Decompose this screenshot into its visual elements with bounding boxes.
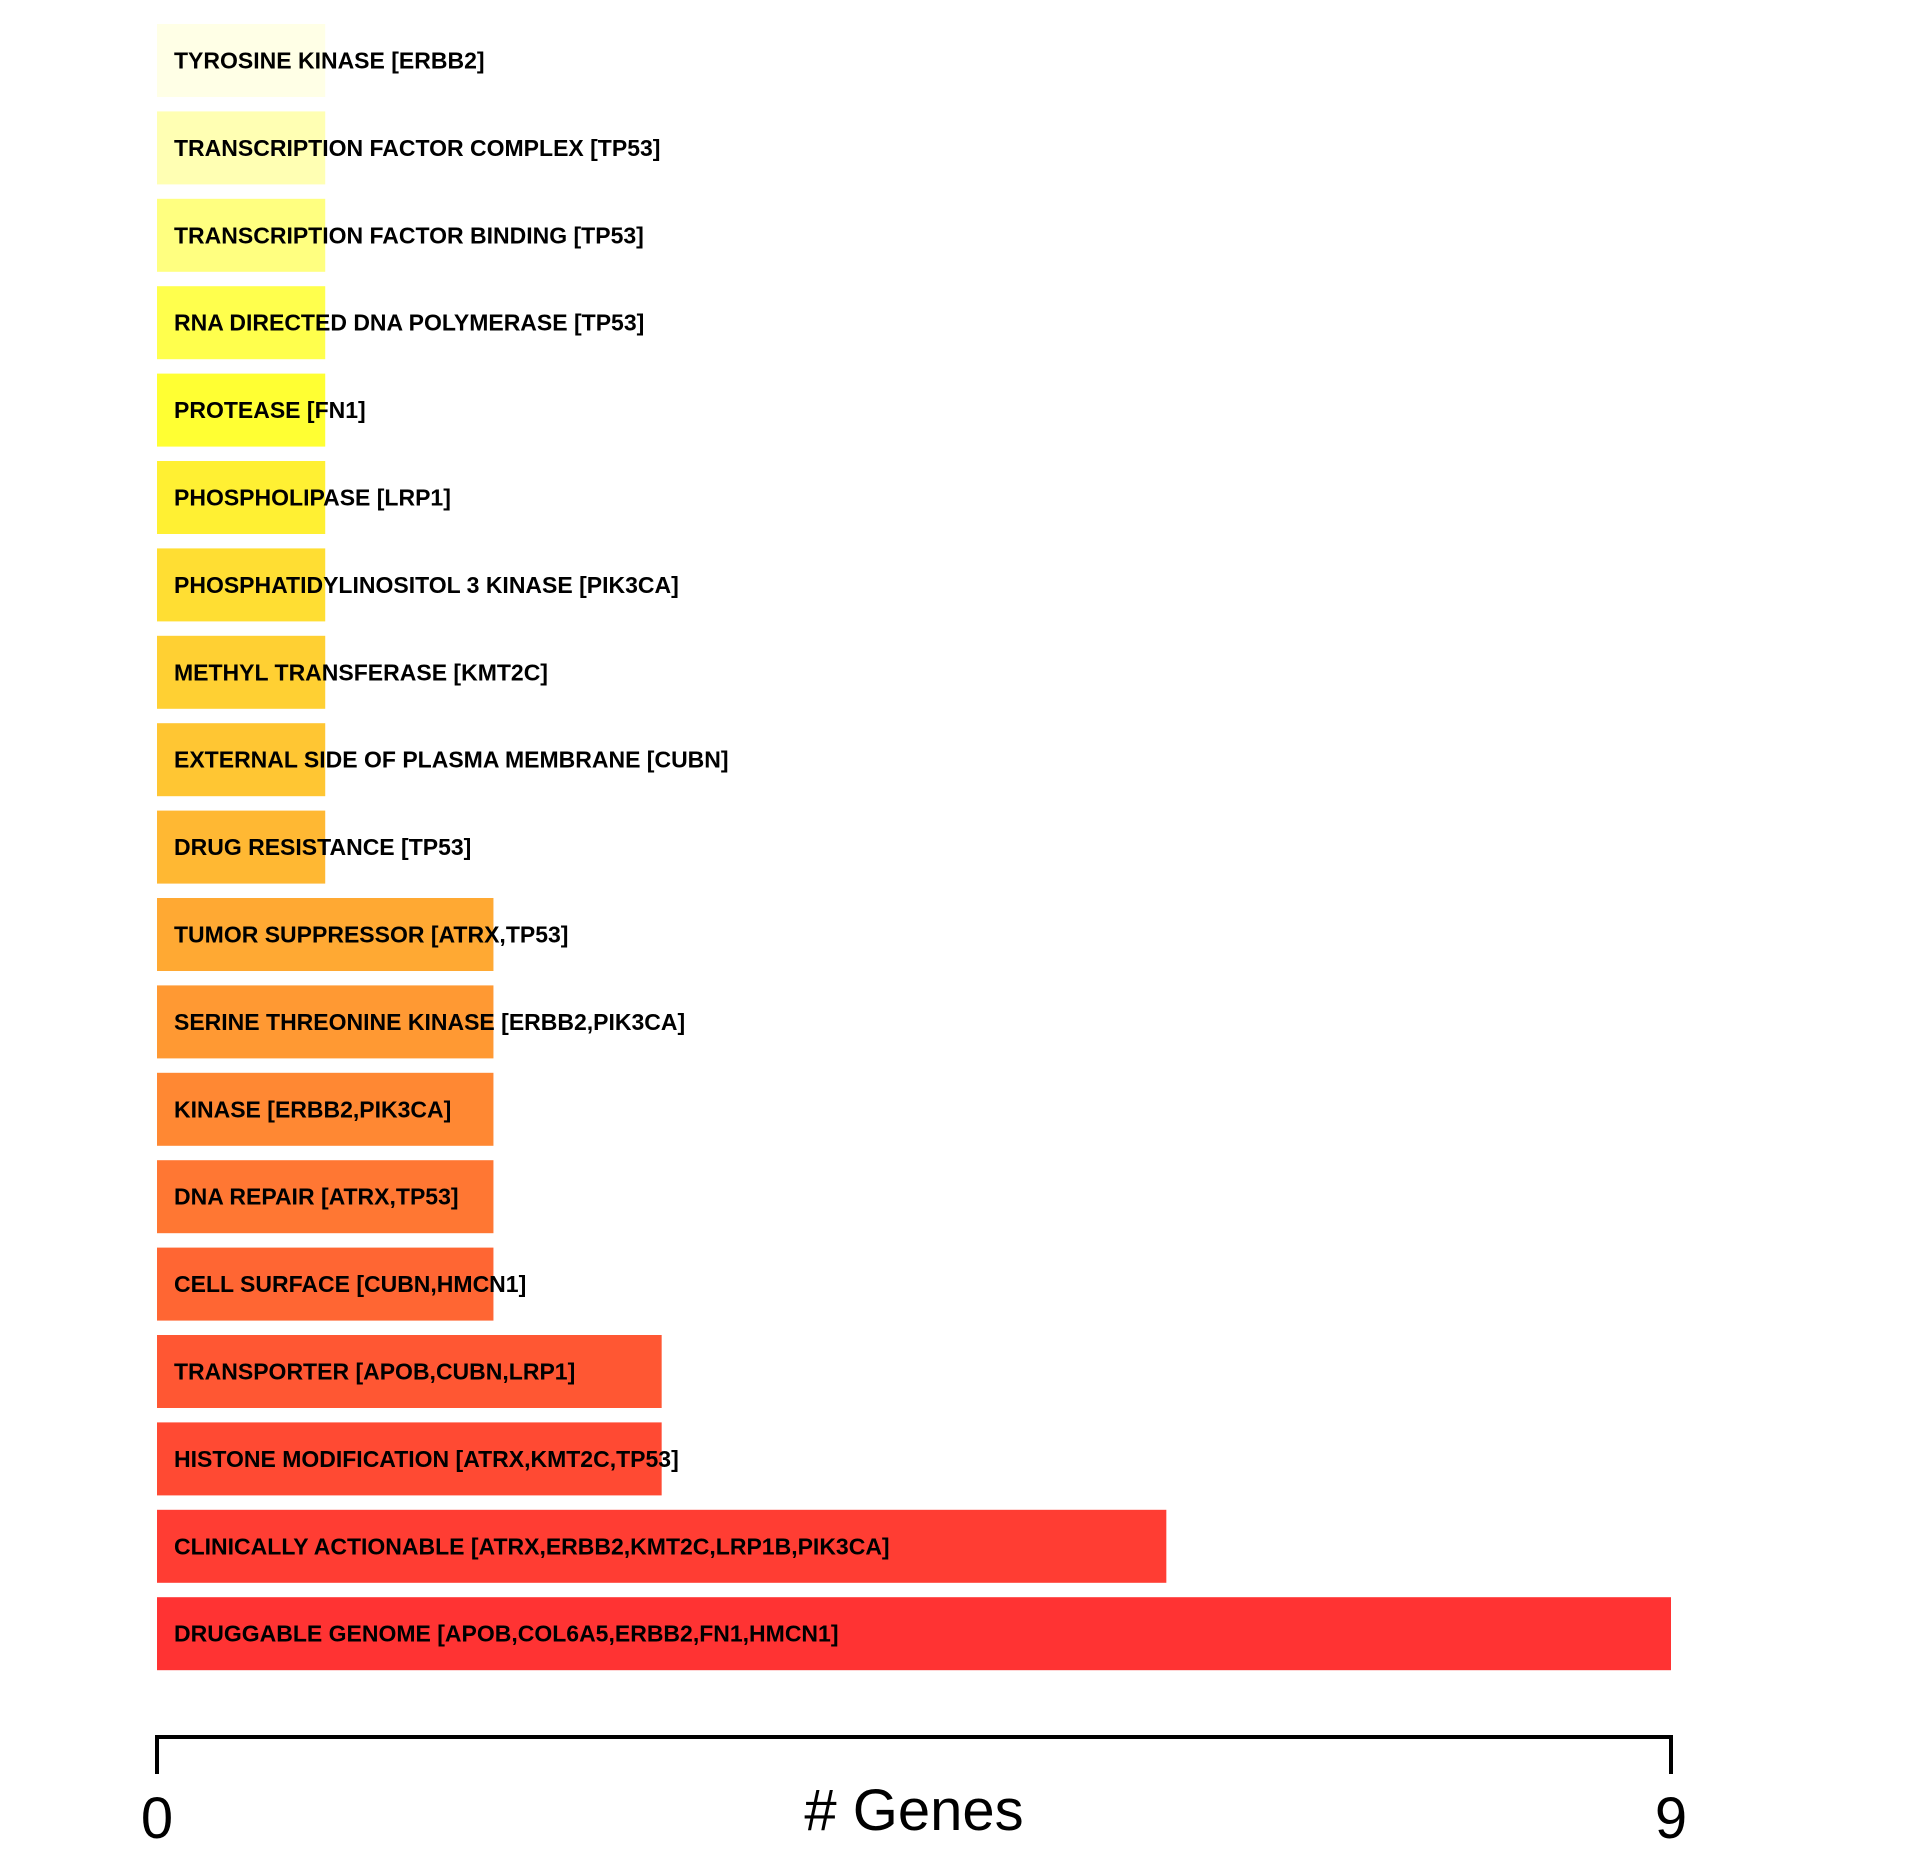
bar-label: EXTERNAL SIDE OF PLASMA MEMBRANE [CUBN] (174, 747, 729, 773)
bar-label: SERINE THREONINE KINASE [ERBB2,PIK3CA] (174, 1009, 685, 1035)
bar-label: RNA DIRECTED DNA POLYMERASE [TP53] (174, 310, 644, 336)
bar-label: TYROSINE KINASE [ERBB2] (174, 48, 485, 74)
bar-label: TRANSPORTER [APOB,CUBN,LRP1] (174, 1359, 575, 1385)
bar-label: DRUGGABLE GENOME [APOB,COL6A5,ERBB2,FN1,… (174, 1621, 839, 1647)
bar (157, 548, 326, 622)
bar-labels-layer: TYROSINE KINASE [ERBB2] TRANSCRIPTION FAC… (174, 48, 890, 1647)
bar-label: DRUG RESISTANCE [TP53] (174, 834, 471, 860)
bar-label: HISTONE MODIFICATION [ATRX,KMT2C,TP53] (174, 1446, 679, 1472)
bar (157, 1247, 494, 1321)
bar-label: PHOSPHOLIPASE [LRP1] (174, 485, 451, 511)
bar (157, 111, 326, 185)
bar-label: METHYL TRANSFERASE [KMT2C] (174, 659, 548, 685)
bar (157, 286, 326, 360)
bar-label: CELL SURFACE [CUBN,HMCN1] (174, 1271, 526, 1297)
bar (157, 1509, 1167, 1583)
bar (157, 635, 326, 709)
x-axis-bracket (155, 1735, 1673, 1774)
bar (157, 1072, 494, 1146)
bar (157, 985, 494, 1059)
bar-label: TRANSCRIPTION FACTOR COMPLEX [TP53] (174, 135, 660, 161)
bar (157, 1597, 1671, 1671)
bar-label: PROTEASE [FN1] (174, 397, 366, 423)
x-tick-label: 9 (1655, 1786, 1687, 1850)
bar (157, 898, 494, 971)
bars-layer (157, 24, 1671, 1671)
bar (157, 1160, 494, 1234)
bar-label: CLINICALLY ACTIONABLE [ATRX,ERBB2,KMT2C,… (174, 1533, 890, 1559)
bar (157, 461, 326, 534)
bar (157, 198, 326, 272)
bar (157, 810, 326, 884)
bar (157, 24, 326, 97)
bar (157, 1335, 662, 1408)
bar (157, 1422, 662, 1496)
x-axis-title: # Genes (804, 1778, 1023, 1843)
bar (157, 373, 326, 447)
bar-label: PHOSPHATIDYLINOSITOL 3 KINASE [PIK3CA] (174, 572, 679, 598)
x-tick-label: 0 (141, 1786, 173, 1850)
bar-label: DNA REPAIR [ATRX,TP53] (174, 1184, 459, 1210)
bar-label: TUMOR SUPPRESSOR [ATRX,TP53] (174, 922, 568, 948)
bar-label: KINASE [ERBB2,PIK3CA] (174, 1096, 451, 1122)
bar-label: TRANSCRIPTION FACTOR BINDING [TP53] (174, 222, 644, 248)
bar (157, 723, 326, 797)
